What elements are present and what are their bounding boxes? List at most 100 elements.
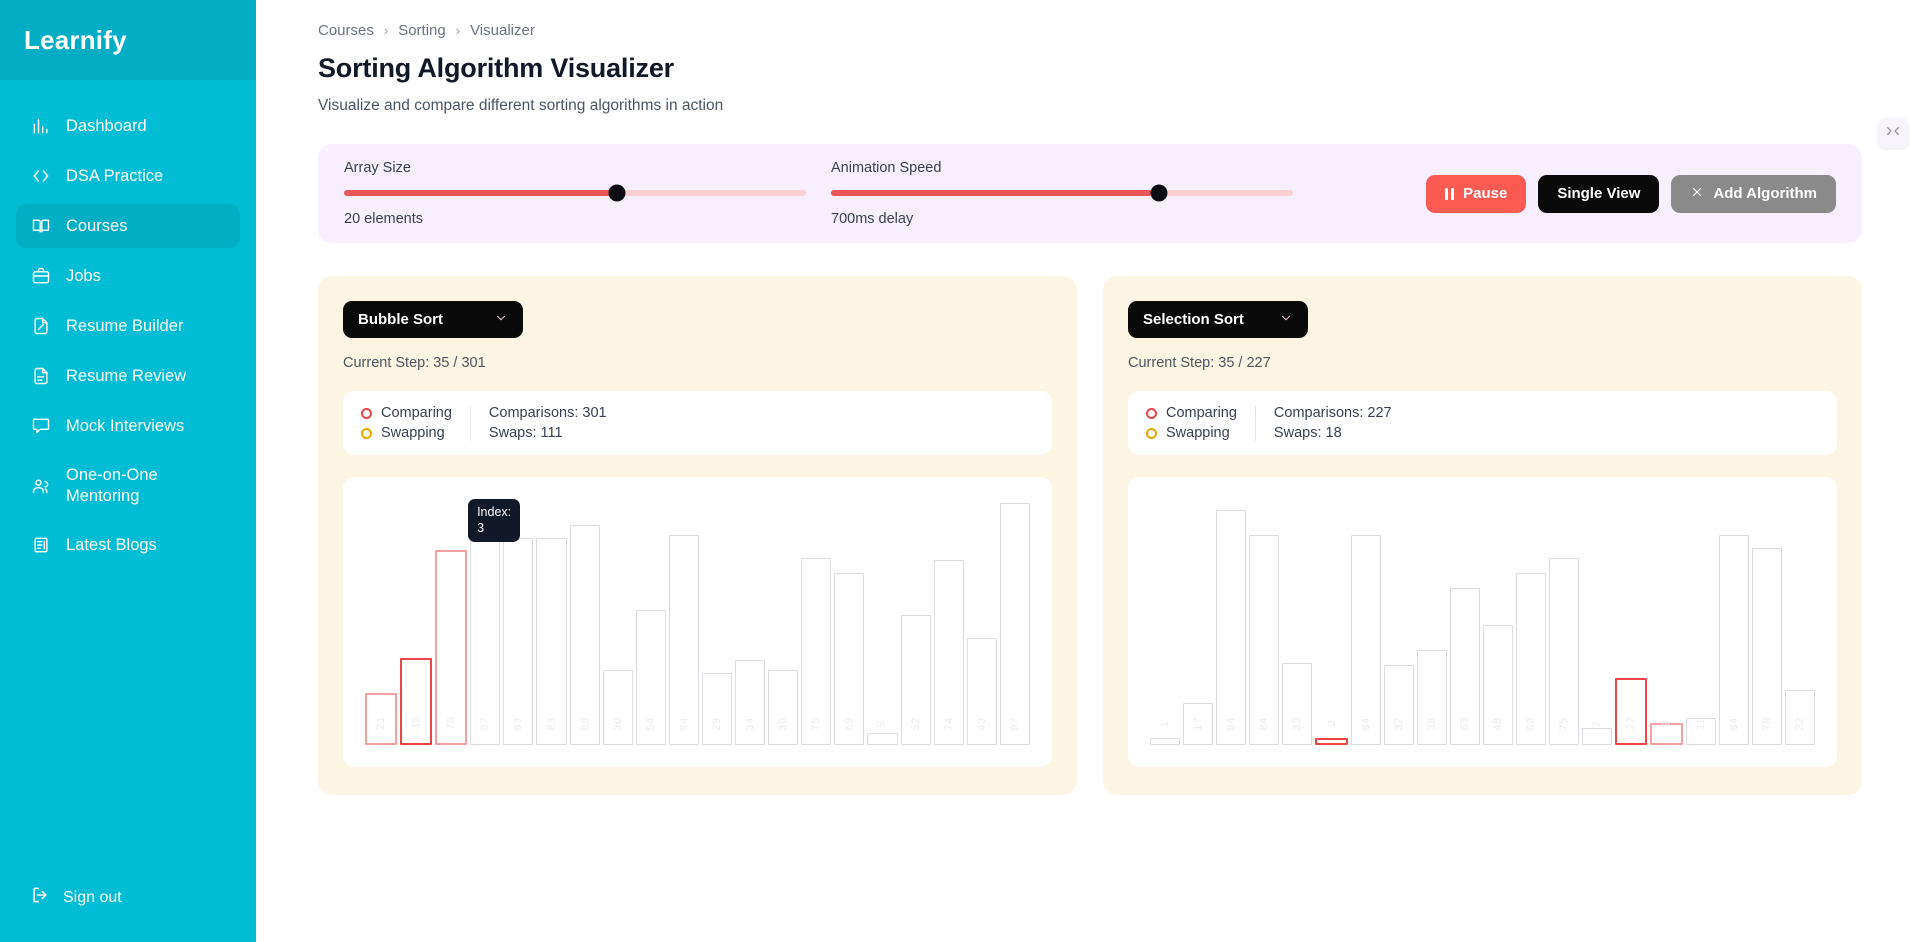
chart-bar[interactable]: 48	[1482, 625, 1514, 745]
breadcrumb-item-courses[interactable]: Courses	[318, 22, 374, 39]
sidebar-item-label: Jobs	[66, 266, 101, 285]
chart-bar-value: 9	[1660, 719, 1673, 727]
counters: Comparisons: 227 Swaps: 18	[1256, 405, 1392, 441]
chart-bar[interactable]: 30	[768, 670, 799, 745]
sidebar-item-resume-review[interactable]: Resume Review	[16, 354, 240, 398]
chart-bar[interactable]: 94	[1216, 510, 1247, 745]
add-algorithm-button[interactable]: Add Algorithm	[1671, 174, 1836, 213]
chart-bar[interactable]: 32	[1383, 665, 1414, 745]
animation-speed-control: Animation Speed 700ms delay	[831, 160, 1293, 227]
chart-bar[interactable]: 43	[966, 637, 997, 745]
chart-bar[interactable]: 17	[1183, 702, 1214, 745]
chart-bar[interactable]: 84	[668, 535, 699, 745]
animation-speed-value: 700ms delay	[831, 211, 914, 227]
chart-bar[interactable]: 5	[867, 721, 898, 745]
chart-bar[interactable]: 78	[435, 550, 468, 745]
sign-out-button[interactable]: Sign out	[0, 875, 256, 920]
single-view-button[interactable]: Single View	[1538, 174, 1660, 213]
controls-panel: Array Size 20 elements Animation Speed 7…	[318, 144, 1862, 243]
sidebar-item-resume-builder[interactable]: Resume Builder	[16, 304, 240, 348]
algorithm-card-bubble-sort: Bubble Sort Current Step: 35 / 301 Compa…	[318, 276, 1077, 795]
sidebar-item-label: Courses	[66, 216, 128, 235]
chart-bar-value: 38	[1425, 717, 1438, 731]
legend-item-comparing: Comparing	[361, 405, 452, 421]
chart-bar[interactable]: 11	[1685, 717, 1716, 745]
chart-bar[interactable]: 22	[1784, 690, 1815, 745]
sidebar-item-dsa-practice[interactable]: DSA Practice	[16, 154, 240, 198]
page-title: Sorting Algorithm Visualizer	[318, 53, 674, 83]
stats-box: Comparing Swapping Comparisons: 227 Swap…	[1128, 391, 1837, 455]
brand-logo[interactable]: Learnify	[0, 0, 256, 80]
sidebar-item-jobs[interactable]: Jobs	[16, 254, 240, 298]
chart-bar[interactable]: 35	[400, 657, 433, 745]
bar-chart-bars: 1 17 94 84 33 2 84 32 38 63 48 69 75 7 27 9 11 84 79 22	[1150, 495, 1815, 745]
chart-bar-value: 94	[1225, 717, 1238, 731]
legend-label-swapping: Swapping	[381, 425, 445, 441]
chart-bar[interactable]: 27	[1615, 677, 1648, 745]
chart-bar[interactable]: 69	[834, 572, 865, 745]
chart-bar[interactable]: 34	[735, 660, 766, 745]
chart-bar-value: 69	[843, 717, 856, 731]
breadcrumb-item-sorting[interactable]: Sorting	[398, 22, 446, 39]
chart-bar[interactable]: 69	[1516, 572, 1547, 745]
chart-bar[interactable]: 21	[365, 692, 398, 745]
chart-bar[interactable]: 1	[1150, 721, 1181, 745]
legend-item-swapping: Swapping	[1146, 425, 1237, 441]
sidebar-item-one-on-one-mentoring[interactable]: One-on-One Mentoring	[16, 454, 240, 517]
collapse-panel-button[interactable]	[1878, 118, 1908, 148]
chart-bar[interactable]: 9	[1650, 719, 1683, 745]
comparing-dot-icon	[361, 407, 372, 419]
array-size-slider[interactable]	[344, 184, 806, 202]
animation-speed-slider[interactable]	[831, 184, 1293, 202]
chart-bar[interactable]: 29	[701, 672, 733, 745]
chart-bar-value: 43	[975, 717, 988, 731]
document-text-icon	[30, 365, 52, 387]
chart-bar[interactable]: 84	[1718, 535, 1749, 745]
newspaper-icon	[30, 534, 52, 556]
chart-bar-value: 75	[810, 717, 823, 731]
chart-bar-value: 48	[1491, 717, 1504, 731]
sidebar: Learnify Dashboard DSA Practice Courses	[0, 0, 256, 942]
chart-bar[interactable]: 38	[1416, 650, 1447, 745]
array-size-slider-thumb[interactable]	[608, 184, 626, 202]
algorithm-select-selection-sort[interactable]: Selection Sort	[1128, 301, 1308, 338]
chart-bar[interactable]: 75	[1549, 557, 1580, 745]
chart-bar[interactable]: 52	[900, 615, 931, 745]
book-open-icon	[30, 215, 52, 237]
chevron-down-icon	[494, 311, 508, 329]
chart-bar[interactable]: 84	[1350, 535, 1381, 745]
sidebar-item-courses[interactable]: Courses	[16, 204, 240, 248]
chart-bar[interactable]: 97	[999, 502, 1030, 745]
chart-bar[interactable]: 83	[503, 537, 534, 745]
chart-bar[interactable]: 84	[1249, 535, 1280, 745]
chart-bar[interactable]: 75	[801, 557, 832, 745]
chart-bar[interactable]: 54	[635, 610, 666, 745]
chart-bar[interactable]: 74	[933, 560, 964, 745]
sidebar-item-label: Resume Builder	[66, 316, 184, 335]
chart-bar[interactable]: 63	[1449, 587, 1480, 745]
chart-bar[interactable]: 88	[569, 525, 600, 745]
chart-bar[interactable]: 2	[1315, 720, 1348, 745]
breadcrumb-item-visualizer[interactable]: Visualizer	[470, 22, 535, 39]
chart-bar[interactable]: 83	[536, 537, 567, 745]
sidebar-item-mock-interviews[interactable]: Mock Interviews	[16, 404, 240, 448]
swaps-count: Swaps: 18	[1273, 425, 1342, 441]
array-size-slider-fill	[344, 190, 617, 196]
chart-bar[interactable]: 87	[470, 527, 501, 745]
algorithm-select-value: Bubble Sort	[358, 311, 443, 328]
chart-bar[interactable]: 79	[1751, 547, 1782, 745]
users-icon	[30, 475, 52, 497]
chart-bar[interactable]: 7	[1582, 721, 1613, 745]
sidebar-item-dashboard[interactable]: Dashboard	[16, 104, 240, 148]
sidebar-nav: Dashboard DSA Practice Courses Jobs	[0, 80, 256, 567]
sidebar-item-label: DSA Practice	[66, 166, 164, 185]
chart-bar[interactable]: 33	[1282, 662, 1313, 745]
sidebar-item-latest-blogs[interactable]: Latest Blogs	[16, 523, 240, 567]
animation-speed-label: Animation Speed	[831, 160, 942, 176]
pause-button[interactable]: Pause	[1426, 174, 1527, 213]
algorithm-select-bubble-sort[interactable]: Bubble Sort	[343, 301, 523, 338]
chart-bar[interactable]: 30	[602, 670, 633, 745]
chart-bar-value: 83	[512, 717, 525, 731]
animation-speed-slider-thumb[interactable]	[1150, 184, 1168, 202]
